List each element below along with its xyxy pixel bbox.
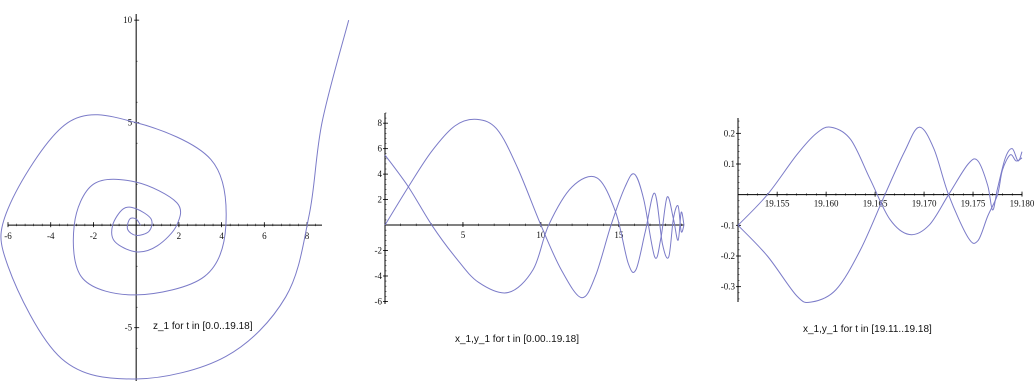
x-tick-label: -2 [90,231,98,241]
x-tick-label: 19.175 [961,199,986,209]
time-series-chart-full: 5 10 15 -6 -4 -2 2 4 6 8 x_1,y_1 for t in [0.00..1… [375,112,685,345]
y-tick-label: 10 [123,15,133,25]
y-tick-label: 4 [378,169,383,179]
x-tick-label: 19.160 [814,199,839,209]
y-tick-label: 5 [128,118,133,128]
x-tick-label: -4 [47,231,55,241]
y-tick-label: -4 [375,271,383,281]
x-tick-label: 19.165 [863,199,888,209]
y-tick-label: 0.1 [724,159,735,169]
x-tick-label: 19.170 [912,199,937,209]
y-tick-label: 8 [378,118,383,128]
x-tick-label: -6 [4,231,12,241]
x-tick-label: 19.180 [1010,199,1034,209]
spiral-chart: -6 -4 -2 2 4 6 8 -5 5 10 z_1 for t in [0.0..19.18] [0,14,350,381]
y-tick-label: 6 [378,144,383,154]
y-tick-label: -2 [375,246,383,256]
time-series-chart-zoom: 19.155 19.160 19.165 19.170 19.175 19.180 -0.3… [721,118,1034,335]
y-tick-label: -0.1 [721,220,735,230]
y-tick-label: -0.2 [721,251,735,261]
x-tick-label: 2 [177,231,182,241]
x-tick-label: 8 [305,231,310,241]
series-line-spiral [0,20,350,380]
x-tick-label: 4 [219,231,224,241]
y-tick-label: -0.3 [721,282,736,292]
chart-caption: x_1,y_1 for t in [0.00..19.18] [455,334,579,345]
y-tick-label: -6 [375,296,383,306]
y-tick-label: 2 [378,195,383,205]
series-line-x_1 [384,118,685,299]
x-tick-label: 19.155 [765,199,790,209]
chart-caption: z_1 for t in [0.0..19.18] [153,321,253,332]
series-line-y_1 [384,154,685,294]
x-tick-label: 5 [461,230,466,240]
y-tick-label: -5 [125,323,133,333]
x-tick-label: 10 [536,230,546,240]
series-line-x_1 [737,126,1023,304]
chart-caption: x_1,y_1 for t in [19.11..19.18] [803,324,932,335]
x-tick-label: 15 [614,230,624,240]
series-line-y_1 [737,126,1023,236]
x-tick-label: 6 [262,231,267,241]
y-tick-label: 0.2 [724,128,735,138]
